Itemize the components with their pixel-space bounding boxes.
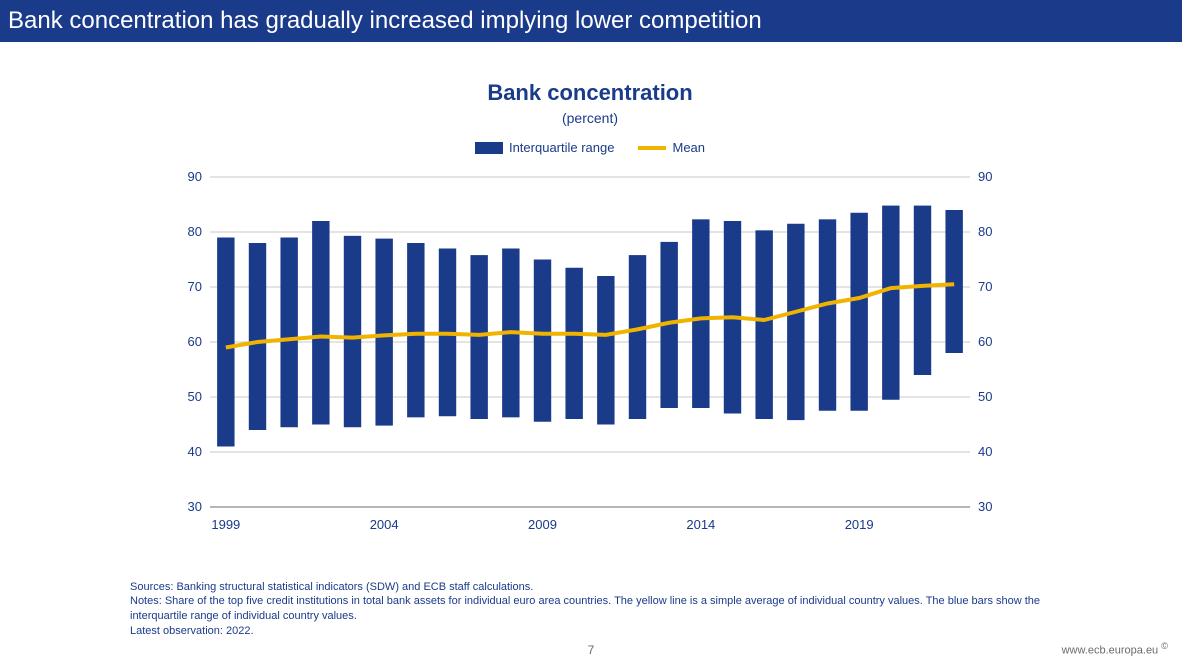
bar-2003 <box>344 236 361 427</box>
bar-2002 <box>312 221 329 425</box>
mean-line <box>226 284 954 347</box>
bar-2019 <box>850 213 867 411</box>
footer-notes-text: Notes: Share of the top five credit inst… <box>130 594 1050 624</box>
x-tick: 2004 <box>370 517 399 532</box>
chart-subtitle: (percent) <box>130 110 1050 126</box>
y-tick-left: 50 <box>188 389 202 404</box>
y-tick-right: 90 <box>978 169 992 184</box>
y-tick-right: 70 <box>978 279 992 294</box>
site-url: www.ecb.europa.eu © <box>1062 641 1168 657</box>
bar-2007 <box>470 255 487 419</box>
bar-2010 <box>565 268 582 419</box>
y-tick-left: 70 <box>188 279 202 294</box>
bar-2018 <box>819 219 836 410</box>
bar-1999 <box>217 238 234 447</box>
x-tick: 2019 <box>845 517 874 532</box>
footer-latest: Latest observation: 2022. <box>130 624 1050 639</box>
legend-label-line: Mean <box>672 140 705 155</box>
legend-label-bar: Interquartile range <box>509 140 615 155</box>
bar-2004 <box>375 239 392 426</box>
y-tick-left: 40 <box>188 444 202 459</box>
bar-2020 <box>882 206 899 400</box>
bar-2012 <box>629 255 646 419</box>
legend-item-bar: Interquartile range <box>475 140 615 155</box>
y-tick-left: 60 <box>188 334 202 349</box>
bar-2005 <box>407 243 424 417</box>
chart-svg: 30 30 40 40 50 50 60 60 70 70 80 80 90 90 1999 2004 2009… <box>170 167 1010 537</box>
header-bar: Bank concentration has gradually increas… <box>0 0 1182 42</box>
y-tick-left: 90 <box>188 169 202 184</box>
y-tick-left: 30 <box>188 499 202 514</box>
legend-swatch-line <box>638 146 666 150</box>
site-url-text: www.ecb.europa.eu <box>1062 645 1159 657</box>
x-tick: 2014 <box>686 517 715 532</box>
bar-2022 <box>945 210 962 353</box>
bar-2009 <box>534 260 551 422</box>
chart-container: Bank concentration (percent) Interquarti… <box>130 60 1050 580</box>
bar-2011 <box>597 276 614 425</box>
y-tick-right: 30 <box>978 499 992 514</box>
x-tick: 2009 <box>528 517 557 532</box>
legend-swatch-bar <box>475 142 503 154</box>
y-tick-right: 80 <box>978 224 992 239</box>
chart-plot: 30 30 40 40 50 50 60 60 70 70 80 80 90 90 1999 2004 2009… <box>170 167 1010 537</box>
y-tick-left: 80 <box>188 224 202 239</box>
page-title: Bank concentration has gradually increas… <box>8 7 762 35</box>
copyright-icon: © <box>1161 641 1168 651</box>
legend-item-line: Mean <box>638 140 705 155</box>
footer-notes: Sources: Banking structural statistical … <box>130 580 1050 639</box>
y-tick-right: 50 <box>978 389 992 404</box>
bar-2000 <box>249 243 266 430</box>
chart-legend: Interquartile range Mean <box>130 140 1050 155</box>
chart-title: Bank concentration <box>130 80 1050 106</box>
bar-2016 <box>755 230 772 419</box>
bar-2021 <box>914 206 931 375</box>
y-tick-right: 60 <box>978 334 992 349</box>
bar-2017 <box>787 224 804 420</box>
bar-2001 <box>280 238 297 428</box>
footer-sources: Sources: Banking structural statistical … <box>130 580 1050 595</box>
x-tick: 1999 <box>211 517 240 532</box>
y-tick-right: 40 <box>978 444 992 459</box>
page-number: 7 <box>588 643 595 657</box>
bar-2014 <box>692 219 709 408</box>
